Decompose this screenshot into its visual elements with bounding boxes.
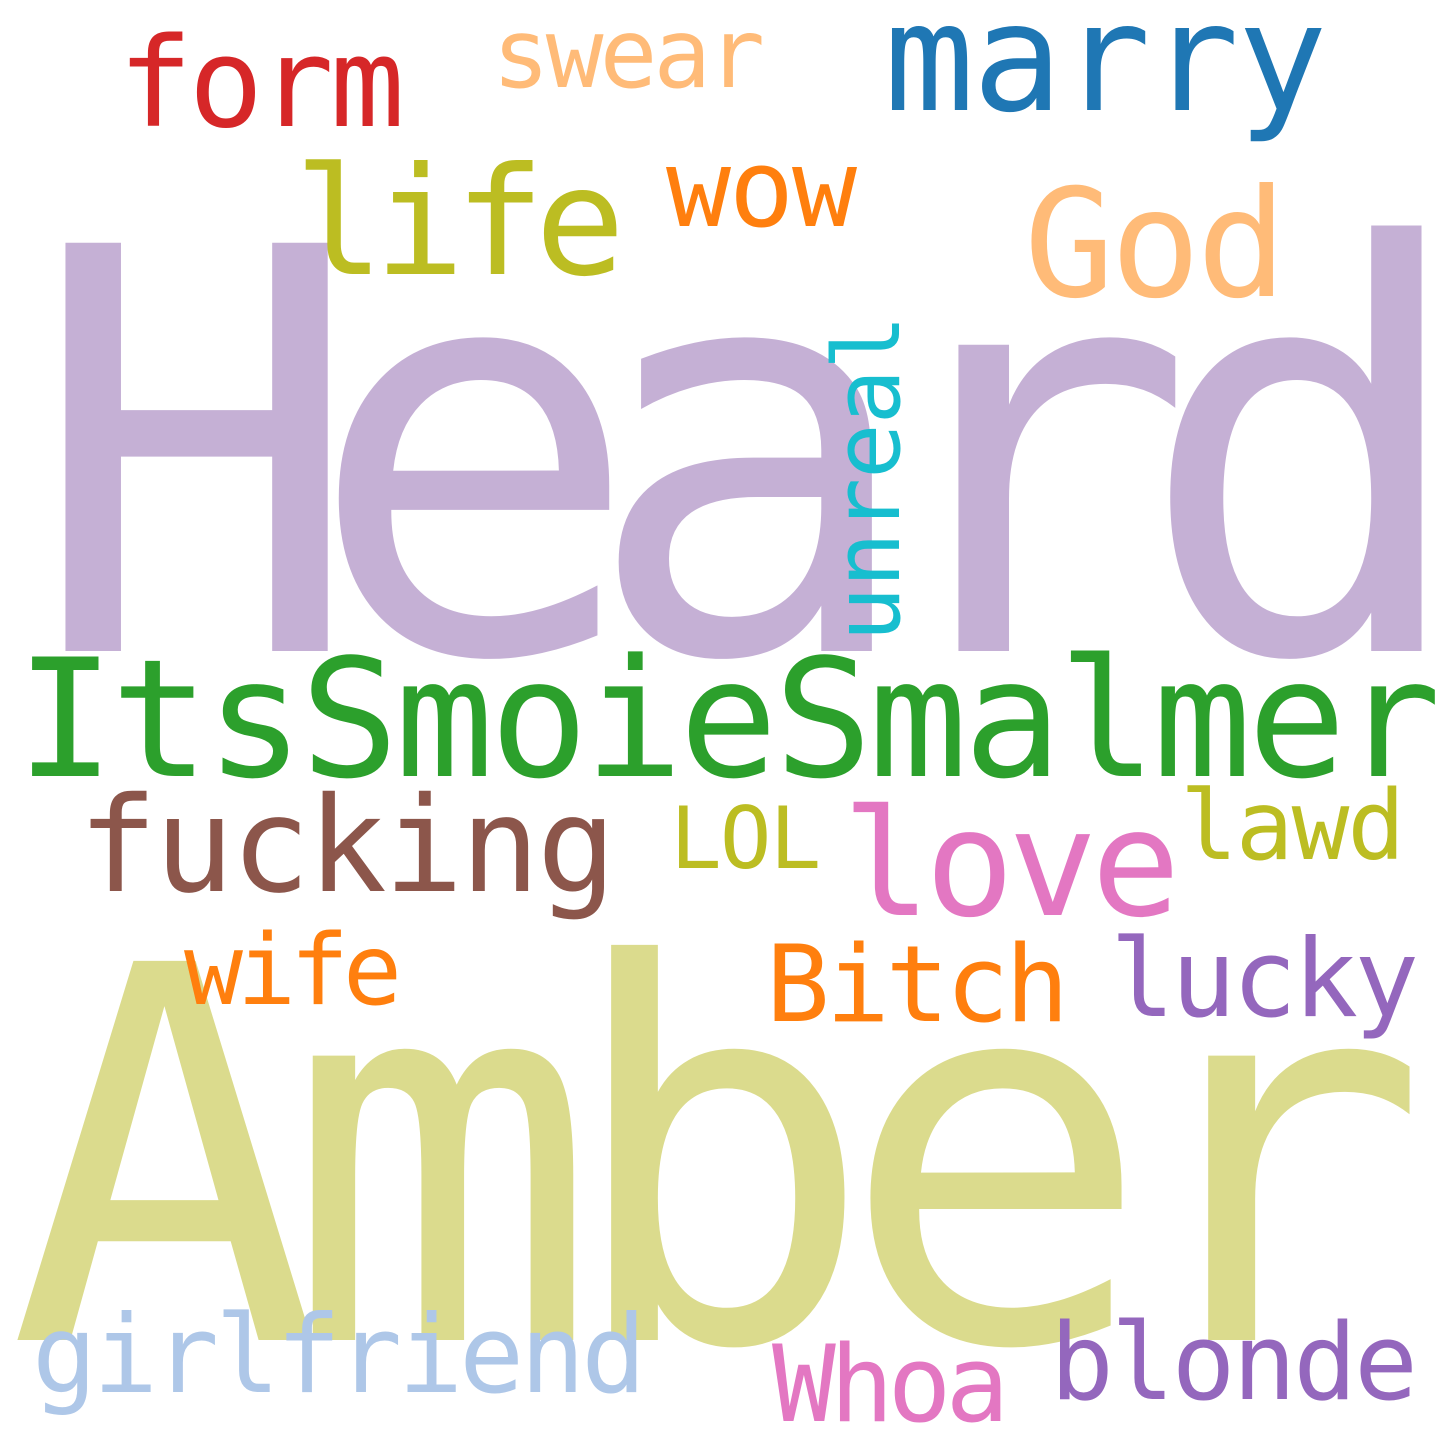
word-heard: Heard [28, 132, 1440, 784]
word-swear: swear [492, 0, 765, 110]
word-form: form [118, 12, 405, 156]
word-fucking: fucking [78, 769, 616, 923]
word-life: life [294, 136, 625, 310]
word-amber: Amber [8, 857, 1429, 1440]
word-love: love [842, 778, 1180, 950]
word-itssmoiesmalmer: ItsSmoieSmalmer [16, 624, 1440, 815]
word-lawd: lawd [1180, 770, 1405, 882]
word-blonde: blonde [1050, 1301, 1418, 1424]
word-lol: LOL [670, 789, 821, 889]
word-wife: wife [184, 914, 402, 1028]
word-whoa: Whoa [772, 1323, 1009, 1440]
word-unreal: unreal [814, 315, 921, 642]
word-wow: wow [666, 127, 857, 252]
word-god: God [1024, 158, 1287, 332]
word-marry: marry [884, 0, 1328, 146]
word-girlfriend: girlfriend [32, 1293, 646, 1418]
word-bitch: Bitch [766, 923, 1069, 1046]
word-lucky: lucky [1110, 917, 1419, 1042]
